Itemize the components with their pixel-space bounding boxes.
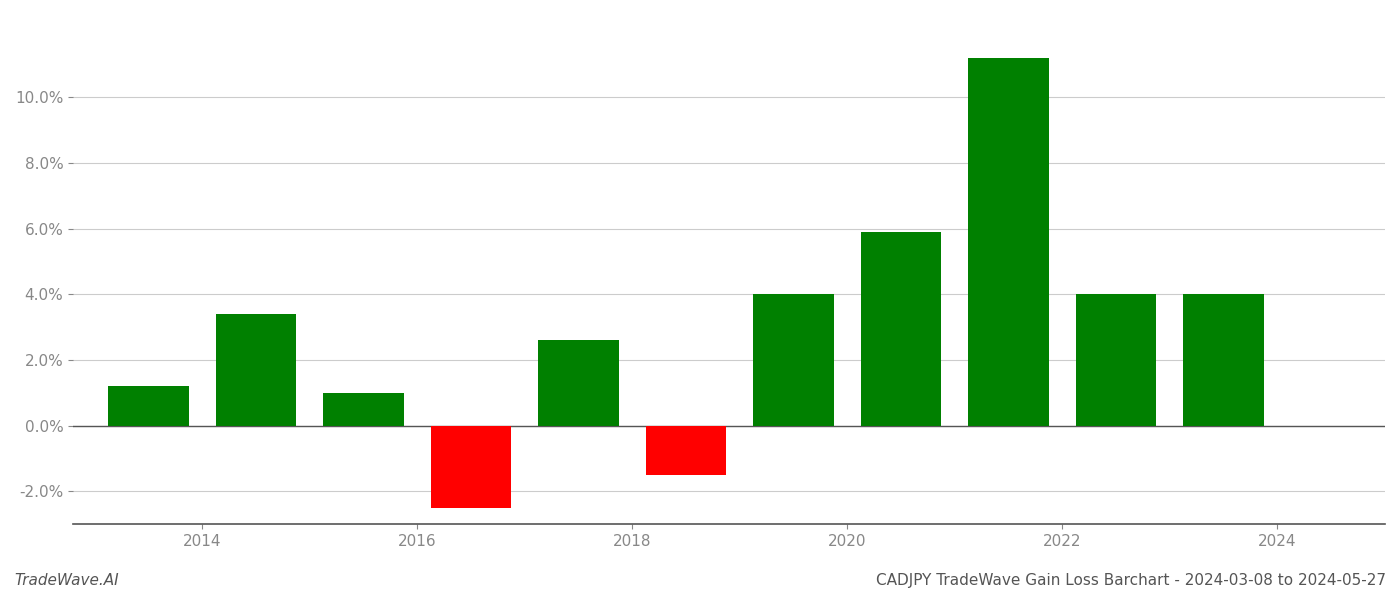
Bar [323,393,403,426]
Bar [216,314,297,426]
Bar [861,232,941,426]
Bar [1075,294,1156,426]
Text: TradeWave.AI: TradeWave.AI [14,573,119,588]
Bar [431,426,511,508]
Text: CADJPY TradeWave Gain Loss Barchart - 2024-03-08 to 2024-05-27: CADJPY TradeWave Gain Loss Barchart - 20… [876,573,1386,588]
Bar [108,386,189,426]
Bar [969,58,1049,426]
Bar [753,294,834,426]
Bar [1183,294,1264,426]
Bar [645,426,727,475]
Bar [538,340,619,426]
